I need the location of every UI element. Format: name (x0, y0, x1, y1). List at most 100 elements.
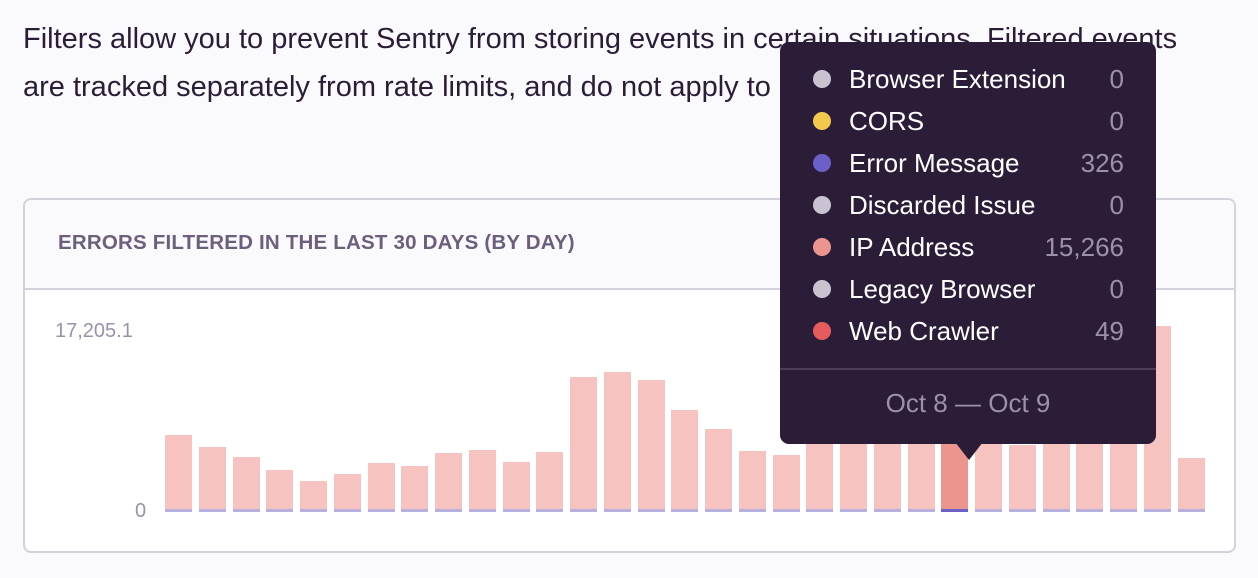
chart-bar[interactable] (198, 446, 226, 512)
bar-ip-address-segment (570, 376, 597, 512)
bar-error-message-segment (570, 509, 597, 512)
chart-bar[interactable] (232, 457, 260, 512)
bar-error-message-segment (232, 509, 260, 512)
series-color-dot-icon (813, 322, 831, 340)
tooltip-divider (780, 368, 1156, 370)
series-color-dot-icon (813, 112, 831, 130)
chart-bar[interactable] (333, 474, 361, 512)
tooltip-row: Web Crawler 49 (810, 316, 1126, 346)
bar-error-message-segment (1143, 509, 1171, 512)
bar-ip-address-segment (536, 452, 564, 512)
tooltip-series-label: IP Address (849, 232, 975, 262)
chart-bar[interactable] (738, 451, 766, 512)
chart-bar[interactable] (772, 455, 800, 512)
panel-title: ERRORS FILTERED IN THE LAST 30 DAYS (BY … (58, 231, 575, 254)
chart-bar[interactable] (1177, 458, 1205, 512)
series-color-dot-icon (813, 70, 831, 88)
bar-ip-address-segment (300, 481, 327, 512)
bar-ip-address-segment (232, 457, 260, 512)
bar-ip-address-segment (333, 474, 361, 512)
tooltip-series-value: 49 (1095, 316, 1124, 346)
tooltip-series-label: CORS (849, 106, 925, 136)
bar-error-message-segment (1110, 509, 1137, 512)
bar-error-message-segment (806, 509, 834, 512)
chart-bar[interactable] (671, 410, 699, 512)
bar-error-message-segment (435, 509, 462, 512)
bar-ip-address-segment (1008, 444, 1036, 512)
y-axis-zero-label: 0 (135, 500, 147, 522)
tooltip-row: CORS 0 (810, 106, 1126, 136)
series-color-dot-icon (813, 238, 831, 256)
chart-bar[interactable] (367, 462, 395, 512)
tooltip-series-value: 0 (1109, 190, 1124, 220)
bar-ip-address-segment (705, 429, 732, 512)
bar-error-message-segment (671, 509, 699, 512)
bar-error-message-segment (941, 509, 969, 512)
errors-bar-chart[interactable]: 17,205.1 0 (25, 290, 1234, 552)
bar-ip-address-segment (671, 410, 699, 512)
bar-error-message-segment (907, 509, 935, 512)
tooltip-series-value: 15,266 (1044, 232, 1124, 262)
bar-error-message-segment (637, 509, 665, 512)
bar-error-message-segment (705, 509, 732, 512)
bar-error-message-segment (367, 509, 395, 512)
bar-error-message-segment (536, 509, 564, 512)
bar-error-message-segment (873, 509, 901, 512)
series-color-dot-icon (813, 280, 831, 298)
chart-bar[interactable] (266, 469, 294, 512)
bar-error-message-segment (603, 509, 631, 512)
bar-error-message-segment (468, 509, 496, 512)
tooltip-series-value: 326 (1080, 148, 1124, 178)
bar-ip-address-segment (1177, 458, 1205, 512)
tooltip-series-value: 0 (1109, 64, 1124, 94)
bar-ip-address-segment (367, 462, 395, 512)
chart-bar[interactable] (570, 376, 597, 512)
tooltip-row: Error Message 326 (810, 148, 1126, 178)
chart-bar[interactable] (536, 452, 564, 512)
tooltip-series-label: Legacy Browser (849, 274, 1036, 304)
bar-error-message-segment (840, 509, 867, 512)
tooltip-series-label: Browser Extension (849, 64, 1066, 94)
bar-error-message-segment (1008, 509, 1036, 512)
chart-bar[interactable] (705, 429, 732, 512)
tooltip-series-label: Error Message (849, 148, 1020, 178)
tooltip-row: Browser Extension 0 (810, 64, 1126, 94)
chart-bar[interactable] (603, 371, 631, 512)
chart-bar[interactable] (1008, 444, 1036, 512)
chart-bar[interactable] (165, 434, 192, 512)
bar-ip-address-segment (401, 465, 429, 512)
bar-error-message-segment (198, 509, 226, 512)
bar-ip-address-segment (637, 379, 665, 512)
y-axis-max-label: 17,205.1 (55, 320, 133, 342)
bar-error-message-segment (772, 509, 800, 512)
tooltip-row: Legacy Browser 0 (810, 274, 1126, 304)
bar-error-message-segment (333, 509, 361, 512)
bar-error-message-segment (1042, 509, 1070, 512)
chart-bar[interactable] (401, 465, 429, 512)
bar-error-message-segment (1076, 509, 1104, 512)
tooltip-series-label: Web Crawler (849, 316, 999, 346)
chart-bar[interactable] (637, 379, 665, 512)
tooltip-series-value: 0 (1109, 106, 1124, 136)
chart-bar[interactable] (300, 481, 327, 512)
series-color-dot-icon (813, 154, 831, 172)
bar-ip-address-segment (603, 371, 631, 512)
bar-ip-address-segment (772, 455, 800, 512)
bar-error-message-segment (401, 509, 429, 512)
bar-error-message-segment (975, 509, 1002, 512)
bar-ip-address-segment (165, 434, 192, 512)
chart-bar[interactable] (435, 453, 462, 512)
bar-error-message-segment (266, 509, 294, 512)
bar-ip-address-segment (738, 451, 766, 512)
chart-bar[interactable] (502, 461, 530, 512)
bar-ip-address-segment (198, 446, 226, 512)
bar-error-message-segment (502, 509, 530, 512)
bar-error-message-segment (165, 509, 192, 512)
chart-bar[interactable] (468, 450, 496, 512)
bar-error-message-segment (1177, 509, 1205, 512)
bar-error-message-segment (738, 509, 766, 512)
bar-ip-address-segment (468, 450, 496, 512)
tooltip-arrow (955, 442, 983, 460)
tooltip-series-value: 0 (1109, 274, 1124, 304)
chart-tooltip: Browser Extension 0 CORS 0 Error Message 326 D… (780, 42, 1156, 444)
